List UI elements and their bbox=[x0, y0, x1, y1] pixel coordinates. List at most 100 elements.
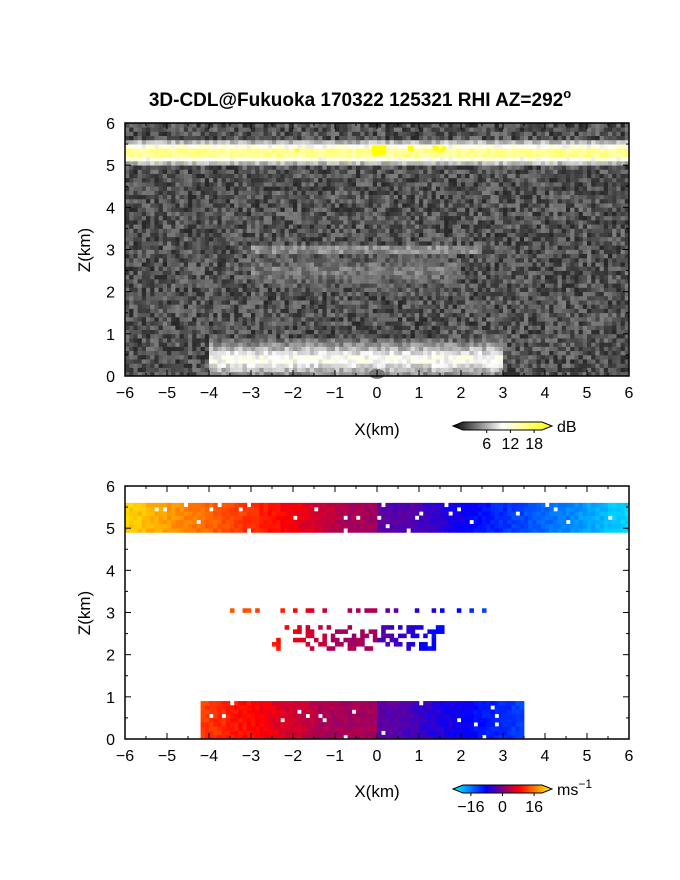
reflectivity-cell bbox=[461, 371, 466, 377]
reflectivity-cell bbox=[267, 295, 273, 301]
reflectivity-cell bbox=[238, 346, 243, 352]
reflectivity-cell bbox=[276, 236, 281, 242]
reflectivity-cell bbox=[343, 274, 348, 280]
reflectivity-cell bbox=[234, 304, 239, 309]
reflectivity-cell bbox=[536, 236, 542, 242]
reflectivity-cell bbox=[608, 287, 613, 293]
reflectivity-cell bbox=[162, 249, 168, 255]
reflectivity-cell bbox=[515, 219, 521, 225]
reflectivity-cell bbox=[314, 270, 319, 276]
reflectivity-cell bbox=[322, 312, 327, 318]
reflectivity-cell bbox=[246, 371, 252, 377]
reflectivity-cell bbox=[297, 270, 302, 276]
reflectivity-cell bbox=[154, 274, 159, 280]
reflectivity-cell bbox=[129, 241, 134, 246]
reflectivity-cell bbox=[280, 198, 285, 204]
reflectivity-cell bbox=[129, 342, 134, 347]
reflectivity-cell bbox=[448, 224, 453, 229]
reflectivity-cell bbox=[146, 342, 151, 347]
reflectivity-cell bbox=[612, 224, 617, 229]
reflectivity-cell bbox=[620, 295, 626, 301]
reflectivity-cell bbox=[242, 203, 248, 208]
reflectivity-cell bbox=[620, 219, 626, 225]
reflectivity-cell bbox=[343, 371, 348, 377]
reflectivity-cell bbox=[591, 354, 596, 360]
reflectivity-cell bbox=[318, 211, 323, 217]
reflectivity-cell bbox=[276, 257, 281, 263]
reflectivity-cell bbox=[469, 215, 474, 221]
reflectivity-cell bbox=[431, 308, 437, 314]
reflectivity-cell bbox=[322, 262, 327, 267]
reflectivity-cell bbox=[137, 350, 143, 356]
reflectivity-cell bbox=[427, 245, 432, 250]
reflectivity-cell bbox=[255, 211, 260, 217]
reflectivity-cell bbox=[183, 224, 189, 229]
reflectivity-cell bbox=[440, 253, 445, 259]
reflectivity-cell bbox=[578, 270, 584, 276]
reflectivity-cell bbox=[141, 270, 147, 276]
reflectivity-cell bbox=[557, 215, 563, 221]
reflectivity-cell bbox=[423, 342, 428, 347]
reflectivity-cell bbox=[288, 266, 294, 271]
reflectivity-cell bbox=[284, 354, 290, 360]
reflectivity-cell bbox=[507, 333, 512, 339]
reflectivity-cell bbox=[566, 363, 571, 368]
reflectivity-cell bbox=[578, 215, 584, 221]
reflectivity-cell bbox=[389, 354, 395, 360]
reflectivity-cell bbox=[414, 232, 420, 238]
reflectivity-cell bbox=[566, 219, 571, 225]
reflectivity-cell bbox=[570, 333, 575, 339]
reflectivity-cell bbox=[217, 228, 222, 233]
reflectivity-cell bbox=[230, 287, 235, 293]
reflectivity-cell bbox=[431, 367, 437, 373]
reflectivity-cell bbox=[528, 228, 533, 233]
reflectivity-cell bbox=[402, 232, 407, 238]
reflectivity-cell bbox=[561, 245, 567, 250]
reflectivity-cell bbox=[557, 367, 563, 373]
reflectivity-cell bbox=[574, 241, 579, 246]
reflectivity-cell bbox=[465, 211, 470, 217]
reflectivity-cell bbox=[494, 300, 500, 305]
reflectivity-cell bbox=[356, 262, 361, 267]
reflectivity-cell bbox=[612, 316, 617, 322]
reflectivity-cell bbox=[524, 321, 529, 326]
reflectivity-cell bbox=[603, 316, 609, 322]
reflectivity-cell bbox=[179, 224, 185, 229]
reflectivity-cell bbox=[515, 232, 521, 238]
reflectivity-cell bbox=[419, 207, 424, 212]
reflectivity-cell bbox=[272, 363, 277, 368]
reflectivity-cell bbox=[318, 350, 323, 356]
reflectivity-cell bbox=[217, 207, 222, 212]
reflectivity-cell bbox=[549, 232, 554, 238]
reflectivity-cell bbox=[280, 300, 285, 305]
reflectivity-cell bbox=[515, 274, 521, 280]
reflectivity-cell bbox=[620, 291, 626, 297]
reflectivity-cell bbox=[326, 211, 332, 217]
reflectivity-cell bbox=[150, 371, 155, 377]
reflectivity-cell bbox=[599, 253, 605, 259]
reflectivity-cell bbox=[183, 262, 189, 267]
reflectivity-cell bbox=[284, 203, 290, 208]
reflectivity-cell bbox=[511, 224, 516, 229]
reflectivity-cell bbox=[141, 215, 147, 221]
reflectivity-cell bbox=[297, 283, 302, 288]
reflectivity-cell bbox=[507, 346, 512, 352]
reflectivity-cell bbox=[469, 295, 474, 301]
reflectivity-cell bbox=[372, 283, 378, 288]
reflectivity-cell bbox=[561, 219, 567, 225]
reflectivity-cell bbox=[150, 241, 155, 246]
reflectivity-cell bbox=[217, 245, 222, 250]
reflectivity-cell bbox=[599, 354, 605, 360]
reflectivity-cell bbox=[330, 198, 336, 204]
reflectivity-cell bbox=[536, 304, 542, 309]
reflectivity-cell bbox=[150, 329, 155, 335]
reflectivity-cell bbox=[141, 354, 147, 360]
reflectivity-cell bbox=[150, 304, 155, 309]
reflectivity-cell bbox=[557, 346, 563, 352]
reflectivity-cell bbox=[288, 371, 294, 377]
reflectivity-cell bbox=[423, 207, 428, 212]
reflectivity-cell bbox=[339, 257, 344, 263]
reflectivity-cell bbox=[360, 363, 365, 368]
reflectivity-cell bbox=[368, 287, 374, 293]
reflectivity-cell bbox=[213, 257, 218, 263]
